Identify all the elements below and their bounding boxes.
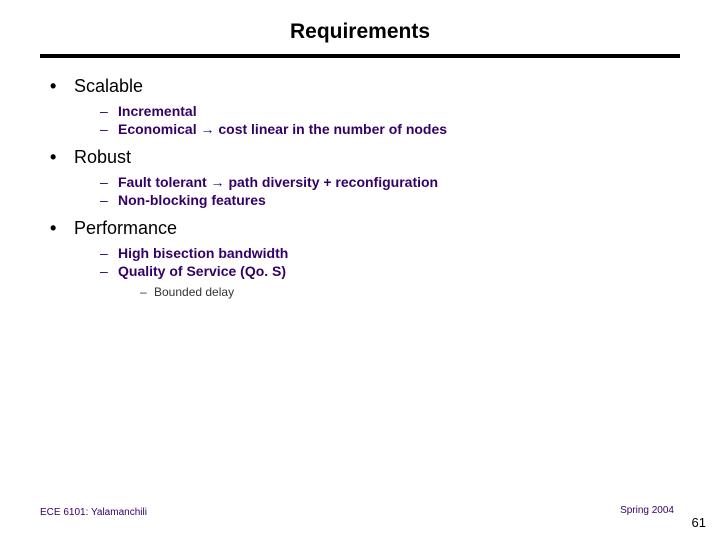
- list-item: • Performance: [50, 218, 680, 239]
- sub-list-item: – Economical → cost linear in the number…: [100, 121, 680, 137]
- sub-item-label: High bisection bandwidth: [118, 245, 288, 261]
- sub-list: – Fault tolerant → path diversity + reco…: [100, 174, 680, 208]
- sub-list-item: – Fault tolerant → path diversity + reco…: [100, 174, 680, 190]
- page-number: 61: [692, 515, 706, 530]
- footer-right: Spring 2004: [620, 505, 674, 516]
- subsub-list: – Bounded delay: [140, 285, 680, 299]
- dash-icon: –: [100, 103, 118, 119]
- dash-icon: –: [100, 245, 118, 261]
- sub-item-label: Fault tolerant → path diversity + reconf…: [118, 174, 438, 190]
- subsub-list-item: – Bounded delay: [140, 285, 680, 299]
- sub-item-label: Non-blocking features: [118, 192, 266, 208]
- bullet-icon: •: [50, 219, 74, 237]
- dash-icon: –: [140, 285, 154, 299]
- dash-icon: –: [100, 121, 118, 137]
- content-area: • Scalable – Incremental – Economical → …: [40, 76, 680, 299]
- subsub-item-label: Bounded delay: [154, 285, 234, 299]
- sub-item-label: Quality of Service (Qo. S): [118, 263, 286, 279]
- sub-item-label: Incremental: [118, 103, 197, 119]
- sub-list-item: – Non-blocking features: [100, 192, 680, 208]
- footer-left: ECE 6101: Yalamanchili: [40, 507, 147, 518]
- sub-list: – High bisection bandwidth – Quality of …: [100, 245, 680, 279]
- sub-list-item: – Quality of Service (Qo. S): [100, 263, 680, 279]
- bullet-icon: •: [50, 148, 74, 166]
- sub-item-label: Economical → cost linear in the number o…: [118, 121, 447, 137]
- slide-title: Requirements: [40, 20, 680, 44]
- list-item: • Scalable: [50, 76, 680, 97]
- list-item-label: Scalable: [74, 76, 143, 97]
- list-item-label: Performance: [74, 218, 177, 239]
- dash-icon: –: [100, 192, 118, 208]
- sub-list: – Incremental – Economical → cost linear…: [100, 103, 680, 137]
- bullet-icon: •: [50, 77, 74, 95]
- sub-list-item: – High bisection bandwidth: [100, 245, 680, 261]
- dash-icon: –: [100, 174, 118, 190]
- slide: Requirements • Scalable – Incremental – …: [0, 0, 720, 540]
- title-rule: [40, 54, 680, 58]
- dash-icon: –: [100, 263, 118, 279]
- list-item: • Robust: [50, 147, 680, 168]
- sub-list-item: – Incremental: [100, 103, 680, 119]
- list-item-label: Robust: [74, 147, 131, 168]
